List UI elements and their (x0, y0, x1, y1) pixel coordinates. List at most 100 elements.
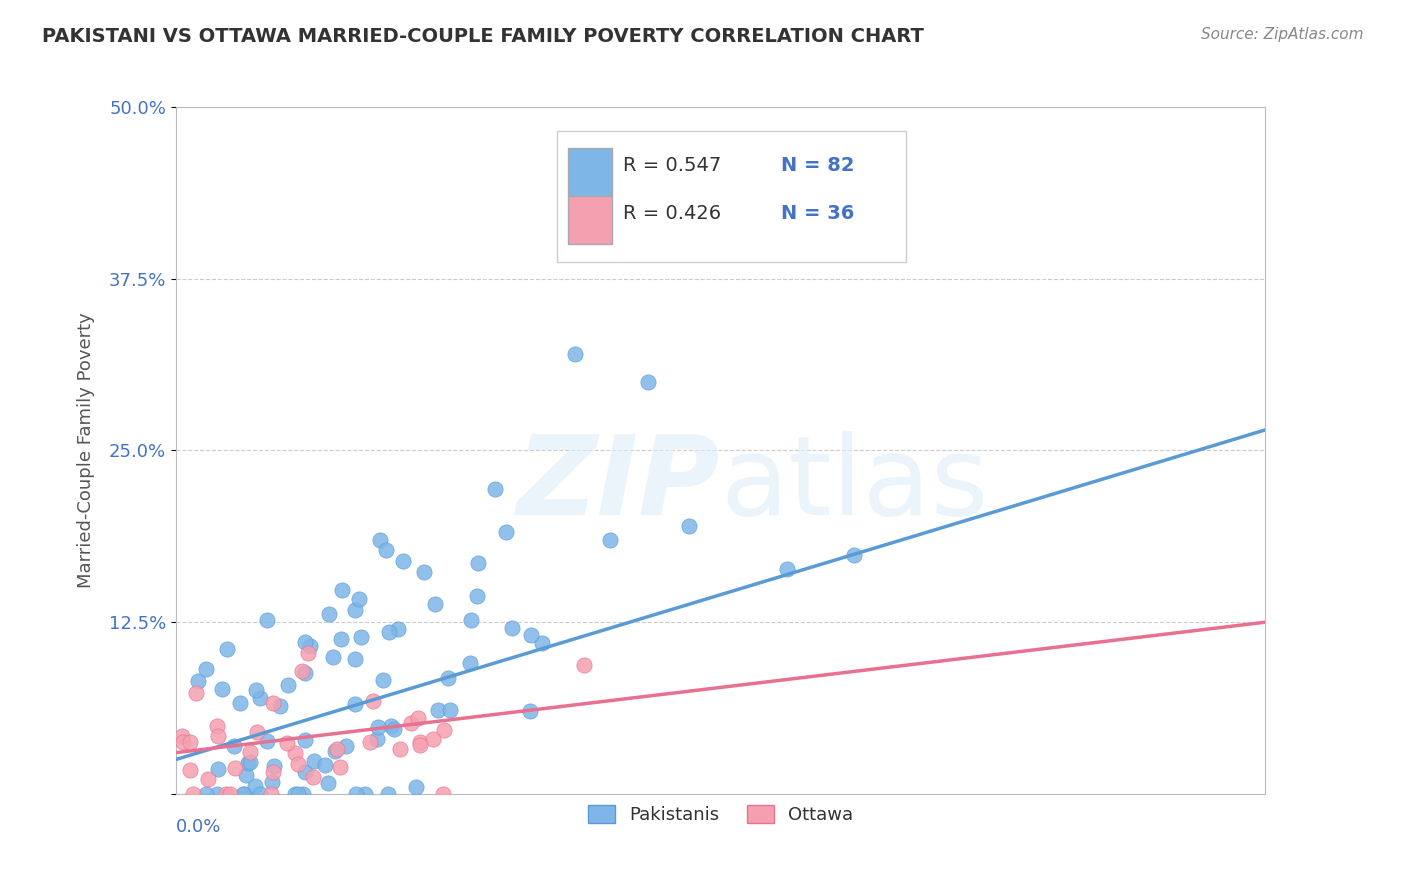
Point (287, 787, 309, 801)
Point (842, 548, 865, 562)
Point (344, 787, 367, 801)
Point (187, 673, 209, 688)
Point (832, 196, 855, 211)
Point (232, 787, 254, 801)
Point (361, 694, 384, 708)
Point (276, 736, 298, 750)
Point (172, 729, 194, 743)
Point (284, 787, 307, 801)
Point (322, 649, 344, 664)
Point (269, 699, 291, 714)
Point (245, 779, 267, 793)
Point (439, 703, 461, 717)
Point (335, 739, 357, 754)
Point (207, 762, 229, 776)
Point (678, 519, 700, 533)
Point (297, 646, 319, 660)
Point (249, 787, 271, 801)
Point (405, 780, 427, 795)
Point (432, 787, 454, 801)
Point (294, 764, 316, 779)
Legend: Pakistanis, Ottawa: Pakistanis, Ottawa (579, 796, 862, 833)
Point (413, 565, 436, 579)
Point (246, 724, 269, 739)
Point (776, 562, 799, 576)
Text: R = 0.426: R = 0.426 (623, 204, 721, 223)
Point (172, 735, 194, 749)
Text: PAKISTANI VS OTTAWA MARRIED-COUPLE FAMILY POVERTY CORRELATION CHART: PAKISTANI VS OTTAWA MARRIED-COUPLE FAMIL… (42, 27, 924, 45)
Point (467, 556, 489, 570)
Point (422, 731, 444, 746)
Point (302, 754, 325, 768)
Point (378, 624, 401, 639)
Point (195, 787, 218, 801)
Point (316, 776, 339, 790)
Point (249, 690, 271, 705)
Point (294, 665, 316, 680)
Point (318, 607, 340, 621)
FancyBboxPatch shape (568, 148, 612, 196)
Point (484, 482, 506, 496)
Point (233, 787, 256, 801)
Y-axis label: Married-Couple Family Poverty: Married-Couple Family Poverty (77, 312, 94, 589)
Point (184, 686, 207, 700)
Point (263, 759, 285, 773)
Point (294, 635, 316, 649)
Point (519, 704, 541, 718)
Point (260, 775, 283, 789)
Point (292, 787, 315, 801)
Point (377, 787, 399, 801)
Point (224, 739, 246, 753)
Point (239, 745, 262, 759)
Point (368, 533, 391, 548)
Point (343, 652, 366, 666)
Point (409, 735, 432, 749)
Point (326, 742, 349, 756)
Point (239, 755, 262, 769)
Point (194, 662, 217, 676)
Point (408, 711, 430, 725)
Point (367, 720, 389, 734)
Point (495, 524, 517, 539)
Point (236, 756, 259, 771)
Point (302, 771, 325, 785)
Point (256, 734, 278, 748)
Point (314, 757, 336, 772)
Point (259, 787, 281, 801)
Point (179, 763, 201, 777)
FancyBboxPatch shape (557, 131, 905, 261)
Point (262, 696, 284, 710)
Point (330, 582, 353, 597)
Point (572, 658, 595, 673)
Point (284, 746, 307, 760)
Point (197, 772, 219, 786)
Point (205, 787, 228, 801)
Point (382, 723, 405, 737)
Text: R = 0.547: R = 0.547 (623, 156, 721, 175)
Point (218, 787, 240, 801)
Point (460, 613, 482, 627)
Point (388, 742, 411, 756)
Point (329, 632, 352, 647)
Point (294, 733, 316, 747)
Text: N = 36: N = 36 (780, 204, 853, 223)
Point (564, 347, 586, 361)
Point (437, 671, 460, 685)
Point (637, 375, 659, 389)
Point (359, 735, 381, 749)
Point (401, 716, 423, 731)
Point (423, 598, 446, 612)
Point (291, 664, 314, 678)
Point (205, 719, 228, 733)
Point (354, 787, 377, 801)
Point (458, 657, 481, 671)
Point (387, 622, 409, 636)
Point (501, 621, 523, 635)
Text: atlas: atlas (721, 432, 988, 538)
Point (323, 744, 346, 758)
Point (409, 739, 432, 753)
Point (350, 630, 373, 644)
Point (215, 787, 238, 801)
Point (181, 787, 204, 801)
Point (329, 760, 352, 774)
